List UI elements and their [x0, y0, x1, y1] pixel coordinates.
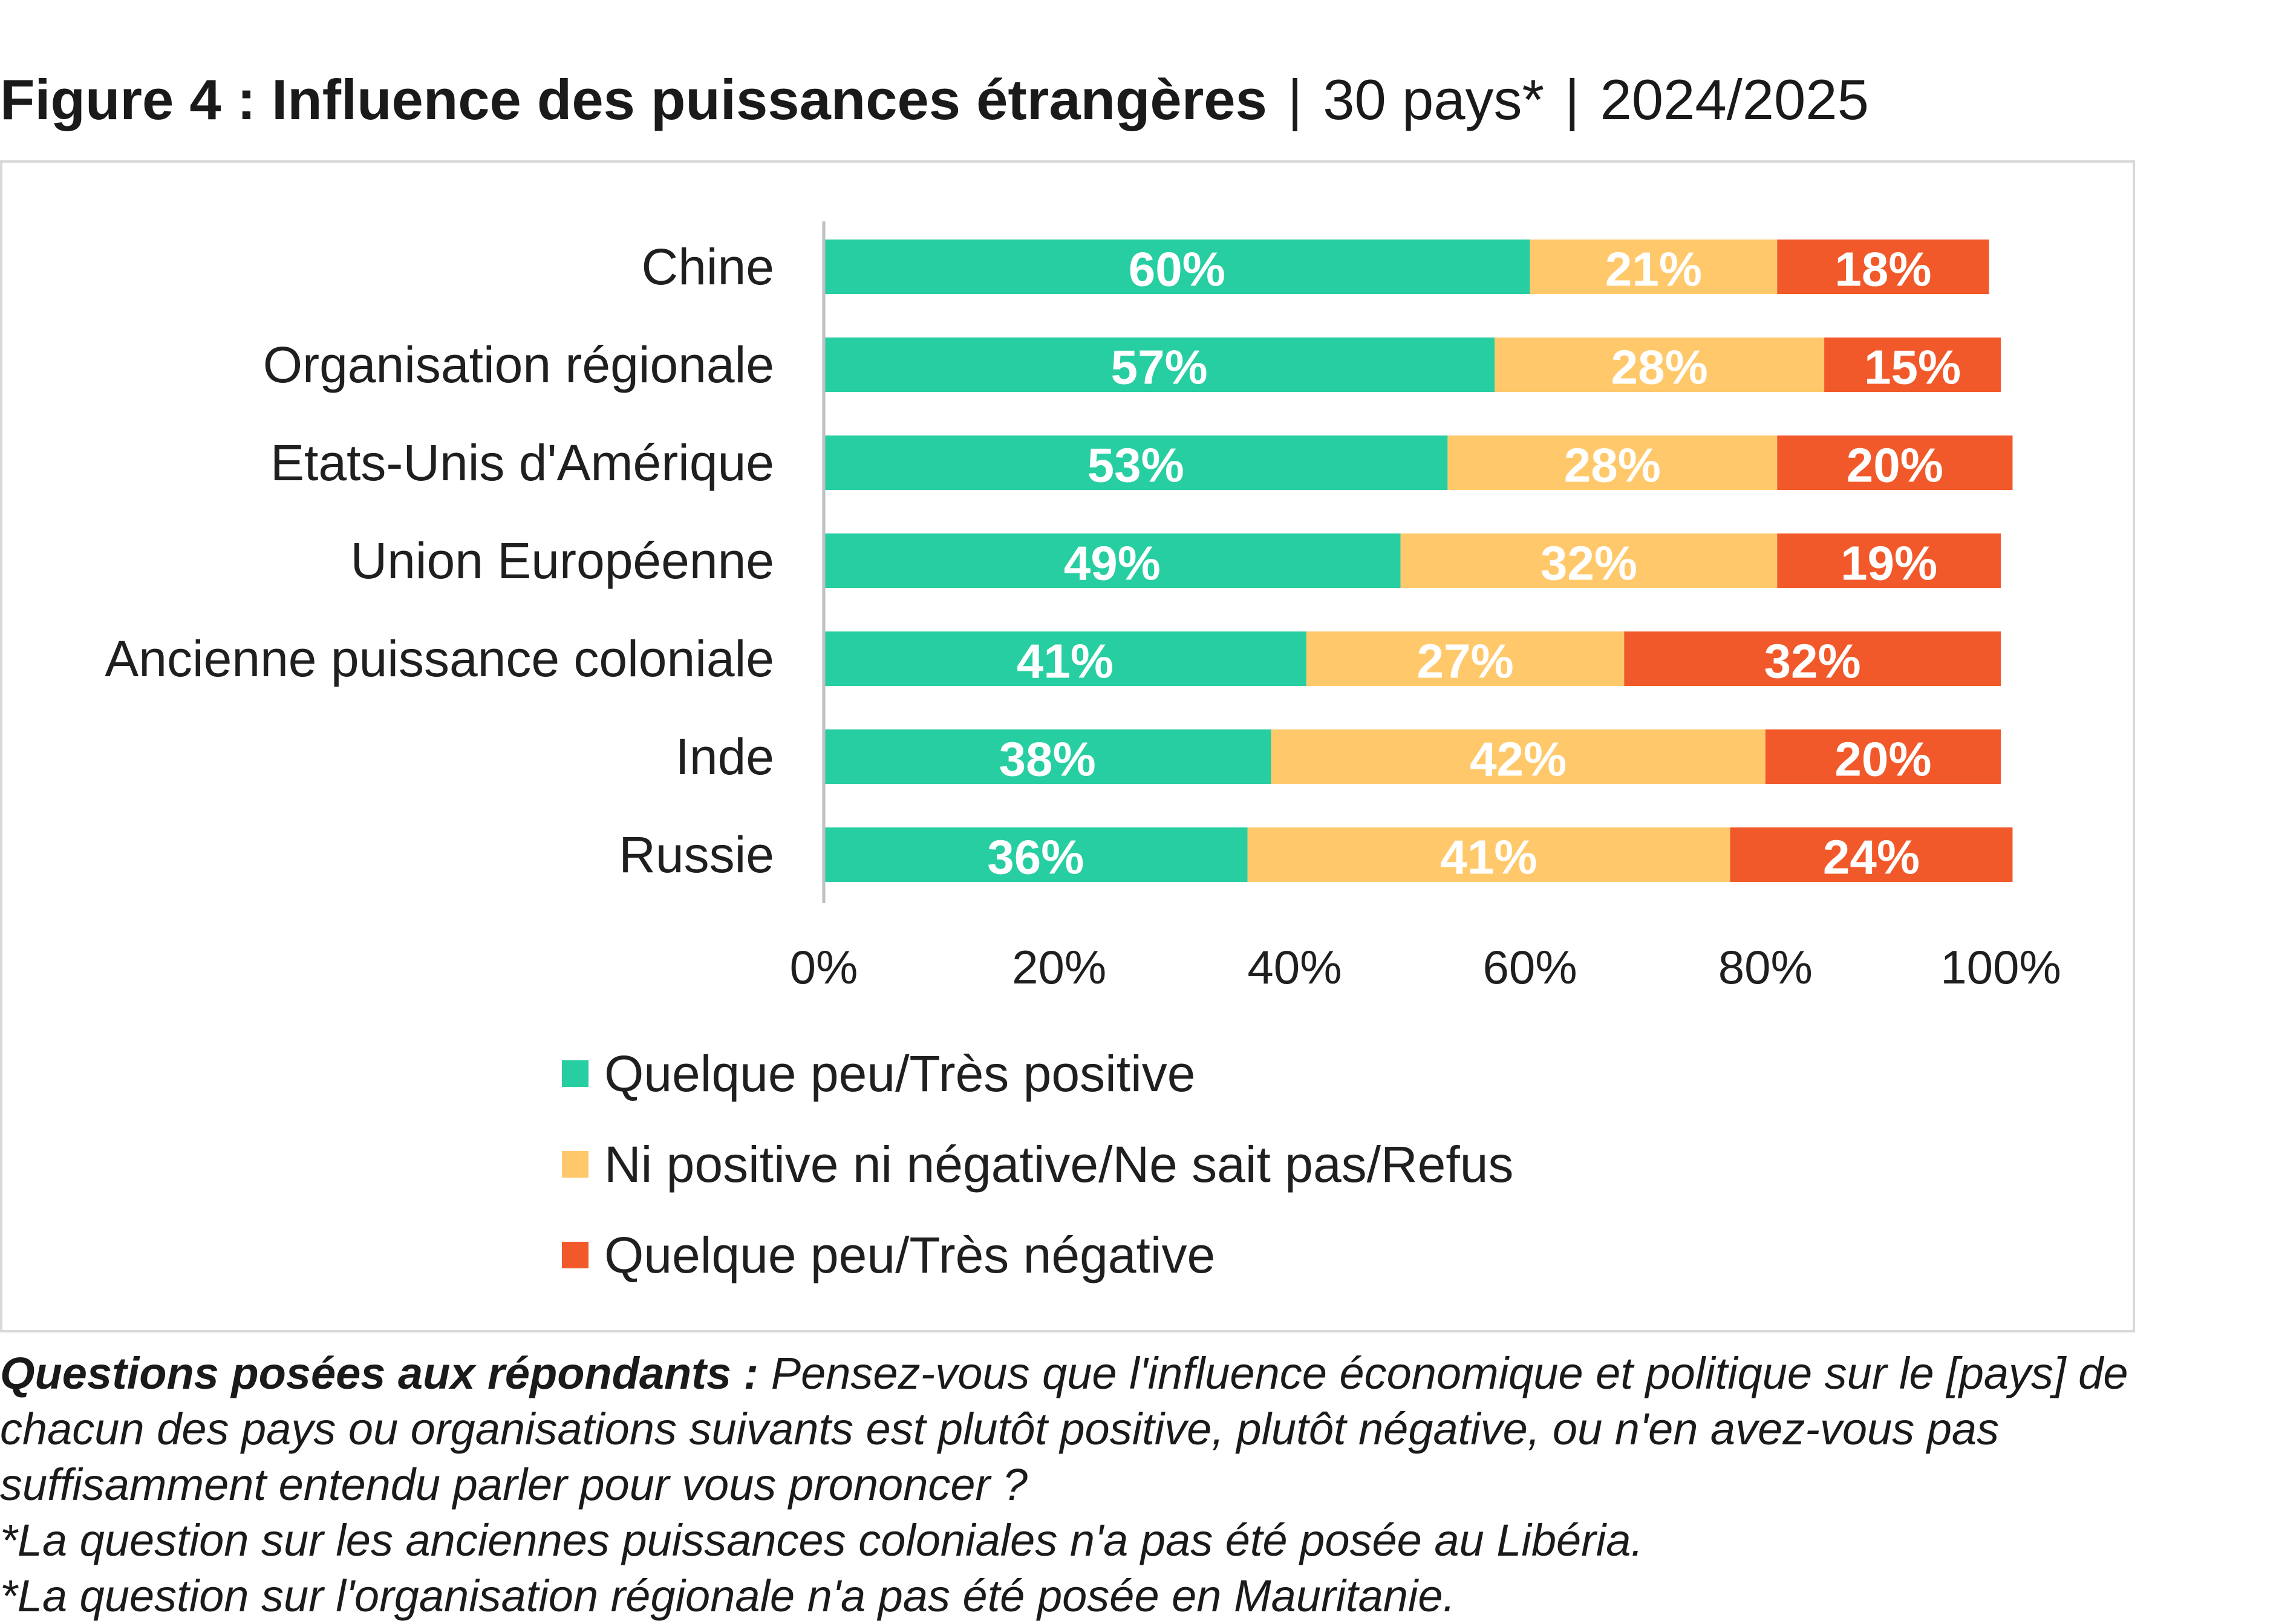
chart-area: 60% 21% 18% 57% 28% 15% 53% 28% 20% 49% 32% 19% 41% 2…	[0, 160, 2135, 1332]
x-tick-label-2: 40%	[1247, 941, 1342, 994]
bar-segment-inde-2	[1271, 729, 1766, 784]
footnote-2: *La question sur l'organisation régional…	[0, 1571, 1456, 1621]
legend-swatch-3	[562, 1242, 589, 1268]
bar-segment-inde-3	[1765, 729, 2001, 784]
legend-label-3: Quelque peu/Très négative	[604, 1227, 1215, 1283]
data-label-union-europeenne-1: 49%	[1064, 536, 1161, 590]
category-label-chine: Chine	[642, 238, 774, 295]
bar-segment-ancienne-puissance-coloniale-2	[1306, 631, 1625, 686]
bar-segment-chine-3	[1777, 240, 1989, 294]
bar-segment-etats-unis-d-amerique-3	[1777, 435, 2013, 490]
title-separator-2: |	[1565, 68, 1580, 131]
bar-segment-union-europeenne-2	[1400, 533, 1778, 588]
bar-segment-organisation-regionale-3	[1824, 338, 2001, 392]
data-label-etats-unis-d-amerique-1: 53%	[1087, 439, 1184, 492]
title-main: Figure 4 : Influence des puissances étra…	[0, 68, 1267, 131]
bar-segment-union-europeenne-3	[1777, 533, 2001, 588]
data-label-organisation-regionale-1: 57%	[1111, 341, 1208, 394]
bar-segment-organisation-regionale-1	[824, 338, 1495, 392]
data-label-russie-1: 36%	[987, 830, 1084, 884]
chart-title: Figure 4 : Influence des puissances étra…	[0, 57, 2276, 142]
category-label-russie: Russie	[619, 826, 774, 883]
data-label-chine-2: 21%	[1605, 243, 1702, 296]
bar-segment-russie-2	[1247, 827, 1730, 882]
x-tick-label-0: 0%	[790, 941, 858, 994]
stacked-bar-chart: 60% 21% 18% 57% 28% 15% 53% 28% 20% 49% 32% 19% 41% 2…	[105, 221, 2061, 1283]
data-label-organisation-regionale-3: 15%	[1864, 341, 1961, 394]
legend-swatch-2	[562, 1151, 589, 1178]
bar-segment-organisation-regionale-2	[1495, 338, 1825, 392]
legend: Quelque peu/Très positive Ni positive ni …	[562, 1045, 1513, 1283]
bar-segment-russie-1	[824, 827, 1248, 882]
footnote-1: *La question sur les anciennes puissance…	[0, 1515, 1643, 1565]
bar-segment-ancienne-puissance-coloniale-3	[1624, 631, 2001, 686]
bar-segment-etats-unis-d-amerique-2	[1447, 435, 1778, 490]
category-label-etats-unis-d-amerique: Etats-Unis d'Amérique	[270, 434, 774, 491]
category-label-organisation-regionale: Organisation régionale	[263, 336, 774, 393]
x-tick-label-4: 80%	[1718, 941, 1813, 994]
question-note: Questions posées aux répondants : Pensez…	[0, 1346, 2262, 1513]
bar-segment-chine-2	[1530, 240, 1778, 294]
category-label-ancienne-puissance-coloniale: Ancienne puissance coloniale	[105, 630, 774, 687]
x-tick-label-3: 60%	[1483, 941, 1577, 994]
data-label-etats-unis-d-amerique-2: 28%	[1564, 439, 1661, 492]
x-axis-ticks: 0% 20% 40% 60% 80% 100%	[790, 941, 2061, 994]
data-label-etats-unis-d-amerique-3: 20%	[1847, 439, 1943, 492]
data-label-union-europeenne-3: 19%	[1841, 536, 1937, 590]
bar-segment-russie-3	[1730, 827, 2013, 882]
bar-segment-inde-1	[824, 729, 1271, 784]
title-period: 2024/2025	[1600, 68, 1869, 131]
data-label-inde-1: 38%	[999, 732, 1096, 786]
question-label: Questions posées aux répondants :	[0, 1348, 759, 1398]
bars-layer: 60% 21% 18% 57% 28% 15% 53% 28% 20% 49% 32% 19% 41% 2…	[824, 240, 2013, 884]
data-label-chine-3: 18%	[1834, 243, 1931, 296]
data-label-union-europeenne-2: 32%	[1541, 536, 1637, 590]
bar-segment-etats-unis-d-amerique-1	[824, 435, 1448, 490]
legend-swatch-1	[562, 1060, 589, 1087]
data-label-organisation-regionale-2: 28%	[1611, 341, 1708, 394]
data-label-ancienne-puissance-coloniale-1: 41%	[1017, 634, 1114, 688]
bar-segment-union-europeenne-1	[824, 533, 1401, 588]
x-tick-label-1: 20%	[1012, 941, 1106, 994]
category-label-inde: Inde	[676, 728, 775, 785]
legend-label-1: Quelque peu/Très positive	[604, 1045, 1195, 1102]
category-label-union-europeenne: Union Européenne	[350, 532, 774, 589]
bar-segment-chine-1	[824, 240, 1530, 294]
data-label-inde-3: 20%	[1834, 732, 1931, 786]
x-tick-label-5: 100%	[1940, 941, 2061, 994]
title-separator-1: |	[1287, 68, 1303, 131]
data-label-inde-2: 42%	[1470, 732, 1567, 786]
category-labels: Chine Organisation régionale Etats-Unis d'…	[105, 238, 774, 883]
data-label-russie-2: 41%	[1440, 830, 1537, 884]
data-label-russie-3: 24%	[1823, 830, 1920, 884]
question-text: Pensez-vous que l'influence économique e…	[0, 1348, 2128, 1510]
data-label-ancienne-puissance-coloniale-3: 32%	[1764, 634, 1861, 688]
data-label-ancienne-puissance-coloniale-2: 27%	[1417, 634, 1514, 688]
data-label-chine-1: 60%	[1129, 243, 1225, 296]
chart-notes: Questions posées aux répondants : Pensez…	[0, 1346, 2262, 1624]
title-countries: 30 pays*	[1323, 68, 1545, 131]
legend-label-2: Ni positive ni négative/Ne sait pas/Refu…	[604, 1136, 1513, 1193]
bar-segment-ancienne-puissance-coloniale-1	[824, 631, 1306, 686]
